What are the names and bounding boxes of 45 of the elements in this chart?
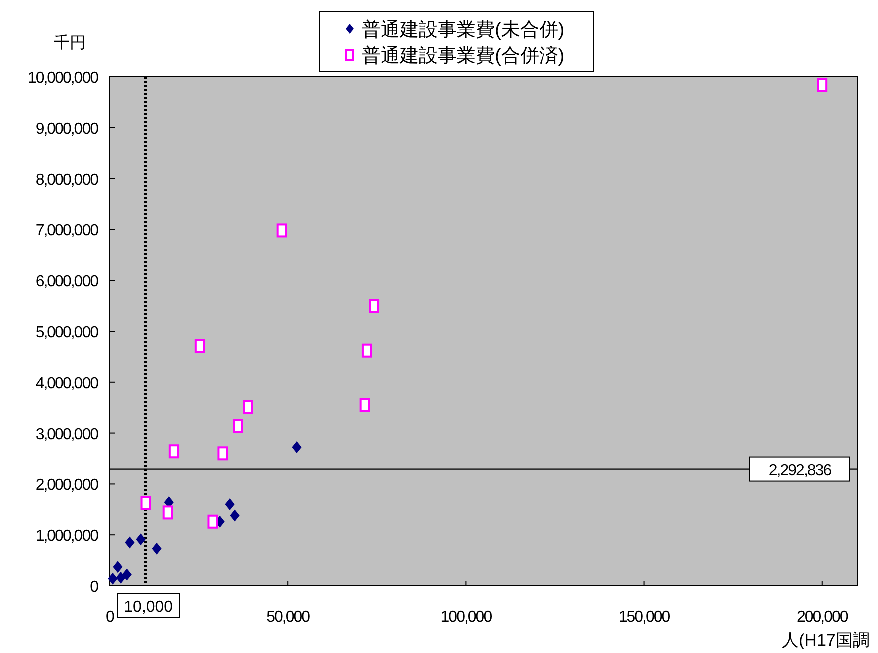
point <box>122 568 132 581</box>
point <box>194 339 206 354</box>
x-tick-label: 100,000 <box>440 609 493 626</box>
ref-line-label: 10,000 <box>124 599 174 616</box>
point <box>208 514 218 529</box>
point <box>113 561 123 574</box>
y-tick-label: 10,000,000 <box>28 70 100 87</box>
x-tick-label: 200,000 <box>796 609 849 626</box>
y-tick-label: 8,000,000 <box>36 172 100 189</box>
y-axis-title: 千円 <box>54 34 86 52</box>
x-tick-label: 150,000 <box>618 609 671 626</box>
y-tick-label: 4,000,000 <box>36 375 100 392</box>
y-tick-label: 1,000,000 <box>36 528 100 546</box>
point <box>116 572 126 584</box>
point <box>292 442 302 454</box>
x-axis-title: 人(H17国調 <box>782 631 870 650</box>
point <box>225 498 235 511</box>
x-tick-label: 0 <box>106 609 116 626</box>
y-tick-label: 0 <box>90 579 100 596</box>
point <box>162 506 174 520</box>
legend-label: 普通建設事業費(合併済) <box>362 45 565 67</box>
point <box>369 299 380 314</box>
y-tick-label: 5,000,000 <box>36 324 100 342</box>
point <box>817 78 828 92</box>
y-tick-label: 3,000,000 <box>36 426 100 444</box>
point <box>136 534 146 546</box>
ref-line-label: 2,292,836 <box>768 462 832 480</box>
point <box>218 446 228 461</box>
point <box>233 419 244 434</box>
point <box>168 444 180 459</box>
point <box>152 542 162 555</box>
y-tick-label: 6,000,000 <box>36 274 100 291</box>
legend-label: 普通建設事業費(未合併) <box>362 19 565 41</box>
point <box>125 536 135 549</box>
y-tick-label: 7,000,000 <box>36 222 100 240</box>
point <box>108 572 118 585</box>
point <box>360 398 370 412</box>
point <box>243 400 254 414</box>
point <box>276 224 288 238</box>
point <box>140 496 152 510</box>
point <box>230 510 240 522</box>
y-tick-label: 2,000,000 <box>36 477 100 494</box>
point <box>362 344 372 358</box>
x-tick-label: 50,000 <box>266 609 311 626</box>
y-tick-label: 9,000,000 <box>36 120 100 138</box>
